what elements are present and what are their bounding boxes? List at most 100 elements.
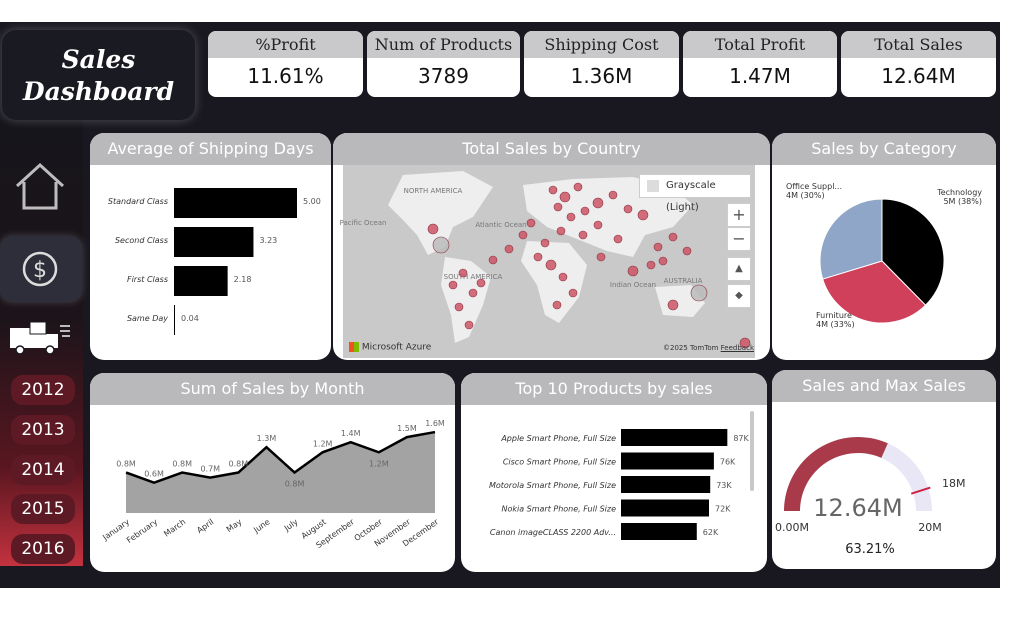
world-map[interactable]: NORTH AMERICA Pacific Ocean Atlantic Ocean… xyxy=(333,165,770,360)
country-sales-bubble[interactable] xyxy=(526,218,536,228)
continent-shape xyxy=(388,171,493,255)
country-sales-bubble[interactable] xyxy=(568,288,578,298)
country-sales-bubble[interactable] xyxy=(458,268,468,278)
map-style-button[interactable]: Grayscale (Light) xyxy=(639,174,751,213)
month-point[interactable] xyxy=(123,470,129,476)
country-sales-bubble[interactable] xyxy=(653,242,663,252)
month-point[interactable] xyxy=(235,470,241,476)
country-sales-bubble[interactable] xyxy=(476,278,486,288)
country-sales-bubble[interactable] xyxy=(578,230,588,240)
product-name-label: Apple Smart Phone, Full Size xyxy=(500,434,616,443)
country-sales-bubble[interactable] xyxy=(593,220,603,230)
year-button-2015[interactable]: 2015 xyxy=(11,494,75,524)
product-name-label: Nokia Smart Phone, Full Size xyxy=(501,505,616,514)
kpi-label: Total Sales xyxy=(841,31,996,58)
product-value-label: 62K xyxy=(703,528,719,537)
product-bar[interactable] xyxy=(621,429,728,446)
country-sales-bubble[interactable] xyxy=(488,255,498,265)
product-value-label: 87K xyxy=(733,434,749,443)
country-sales-bubble[interactable] xyxy=(739,337,751,349)
card-title: Top 10 Products by sales xyxy=(461,373,767,405)
month-point[interactable] xyxy=(263,444,269,450)
country-sales-bubble[interactable] xyxy=(432,236,450,254)
country-sales-bubble[interactable] xyxy=(658,256,668,266)
country-sales-bubble[interactable] xyxy=(668,232,678,242)
gauge-percent-label: 63.21% xyxy=(845,542,895,557)
pie-slice[interactable] xyxy=(822,260,927,324)
month-point[interactable] xyxy=(348,439,354,445)
country-sales-bubble[interactable] xyxy=(580,206,590,216)
country-sales-bubble[interactable] xyxy=(608,190,618,200)
month-point[interactable] xyxy=(376,449,382,455)
product-bar[interactable] xyxy=(621,523,697,540)
feedback-link[interactable]: Feedback xyxy=(720,344,754,352)
country-sales-bubble[interactable] xyxy=(573,182,583,192)
country-sales-bubble[interactable] xyxy=(558,272,568,282)
shipping-bar[interactable] xyxy=(174,305,175,335)
country-sales-bubble[interactable] xyxy=(540,238,550,248)
country-sales-bubble[interactable] xyxy=(613,234,623,244)
pie-slice[interactable] xyxy=(881,198,945,306)
product-bar[interactable] xyxy=(621,499,709,517)
country-sales-bubble[interactable] xyxy=(566,212,576,222)
home-icon[interactable] xyxy=(14,160,66,212)
country-sales-bubble[interactable] xyxy=(556,226,566,236)
product-bar[interactable] xyxy=(621,452,714,470)
kpi-label: %Profit xyxy=(208,31,363,58)
country-sales-bubble[interactable] xyxy=(596,252,606,262)
month-point[interactable] xyxy=(320,449,326,455)
country-sales-bubble[interactable] xyxy=(448,280,458,290)
country-sales-bubble[interactable] xyxy=(533,252,543,262)
country-sales-bubble[interactable] xyxy=(454,302,464,312)
year-button-2014[interactable]: 2014 xyxy=(11,455,75,485)
truck-icon[interactable] xyxy=(8,320,72,356)
zoom-out-button[interactable]: − xyxy=(727,227,751,251)
month-point[interactable] xyxy=(432,429,438,435)
shipping-bar[interactable] xyxy=(174,188,297,218)
map-card: Total Sales by Country NORTH AMERICA Paci… xyxy=(333,133,770,360)
shipping-bar[interactable] xyxy=(174,266,228,296)
product-bar[interactable] xyxy=(621,476,711,493)
country-sales-bubble[interactable] xyxy=(623,204,633,214)
grayscale-icon xyxy=(647,180,659,192)
country-sales-bubble[interactable] xyxy=(592,197,604,209)
month-point[interactable] xyxy=(151,480,157,486)
year-button-2016[interactable]: 2016 xyxy=(11,534,75,564)
country-sales-bubble[interactable] xyxy=(646,260,656,270)
attribution-right: ©2025 TomTom Feedback xyxy=(663,344,754,352)
compass-icon[interactable]: ◆ xyxy=(727,284,751,308)
country-sales-bubble[interactable] xyxy=(667,299,679,311)
tilt-icon[interactable]: ▲ xyxy=(727,257,751,281)
month-point[interactable] xyxy=(292,470,298,476)
pie-slice[interactable] xyxy=(819,198,883,280)
country-sales-bubble[interactable] xyxy=(690,284,708,302)
year-button-2012[interactable]: 2012 xyxy=(11,375,75,405)
zoom-in-button[interactable]: + xyxy=(727,203,751,227)
year-button-2013[interactable]: 2013 xyxy=(11,415,75,445)
country-sales-bubble[interactable] xyxy=(545,259,557,271)
sales-nav-button[interactable]: $ xyxy=(0,236,82,302)
shipping-bar[interactable] xyxy=(174,227,254,257)
country-sales-bubble[interactable] xyxy=(552,300,562,310)
country-sales-bubble[interactable] xyxy=(553,202,563,212)
month-point[interactable] xyxy=(179,470,185,476)
country-sales-bubble[interactable] xyxy=(559,191,571,203)
country-sales-bubble[interactable] xyxy=(427,223,439,235)
country-sales-bubble[interactable] xyxy=(518,230,528,240)
country-sales-bubble[interactable] xyxy=(627,265,639,277)
product-name-label: Cisco Smart Phone, Full Size xyxy=(503,458,616,467)
country-sales-bubble[interactable] xyxy=(464,320,474,330)
country-sales-bubble[interactable] xyxy=(682,246,692,256)
pie-slice-name: Office Suppl... xyxy=(786,182,842,191)
gauge-fill xyxy=(784,437,888,511)
month-point[interactable] xyxy=(404,434,410,440)
scrollbar[interactable] xyxy=(750,411,754,491)
country-sales-bubble[interactable] xyxy=(468,288,478,298)
shipping-category-label: Second Class xyxy=(115,236,168,245)
country-sales-bubble[interactable] xyxy=(637,209,649,221)
pie-slice-value: 4M (30%) xyxy=(786,191,825,200)
pie-slice-name: Technology xyxy=(936,188,982,197)
country-sales-bubble[interactable] xyxy=(548,185,558,195)
month-point[interactable] xyxy=(207,475,213,481)
country-sales-bubble[interactable] xyxy=(504,244,514,254)
